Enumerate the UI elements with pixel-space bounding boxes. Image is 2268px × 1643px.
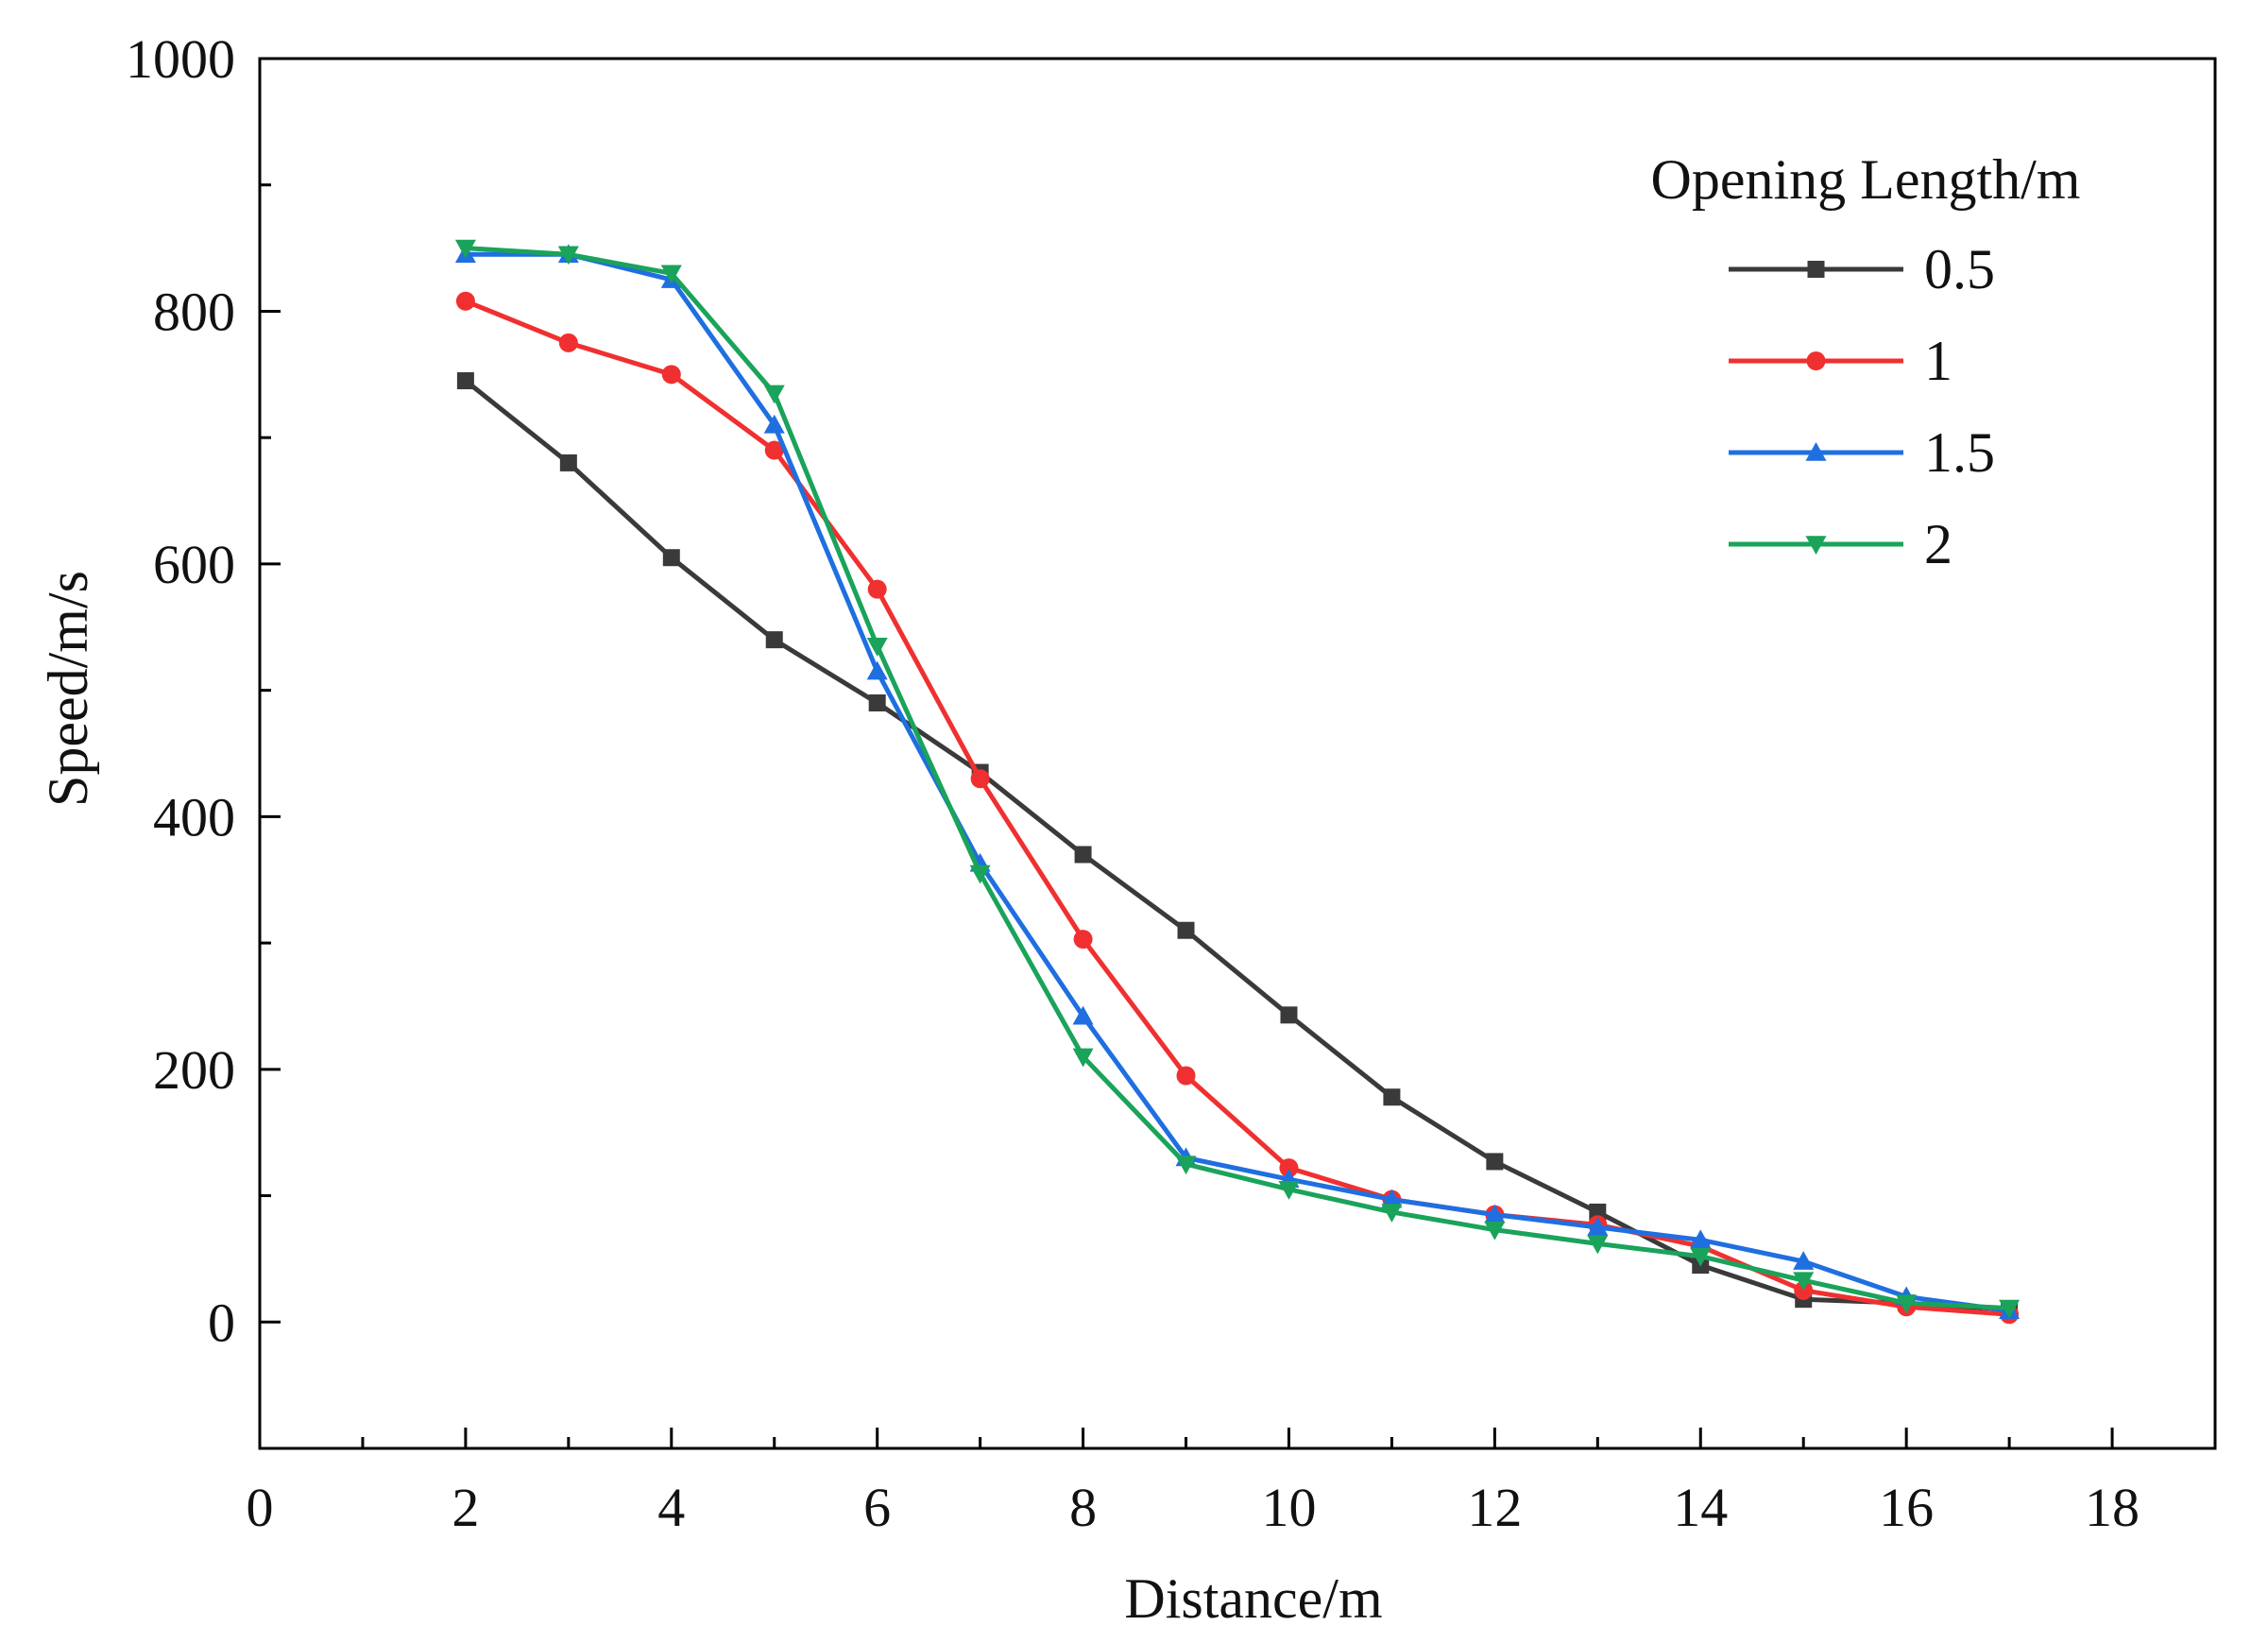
data-point xyxy=(1587,1235,1609,1255)
data-point xyxy=(1896,1294,1918,1314)
legend-title: Opening Length/m xyxy=(1651,148,2081,211)
x-tick-label: 2 xyxy=(452,1477,479,1538)
x-tick-label: 4 xyxy=(657,1477,685,1538)
data-point xyxy=(1280,1006,1298,1024)
legend-item-0.5: 0.5 xyxy=(1729,238,1995,300)
y-tick-label: 0 xyxy=(208,1292,235,1353)
data-point xyxy=(1175,1155,1197,1175)
x-tick-label: 0 xyxy=(247,1477,274,1538)
data-point xyxy=(1177,921,1195,939)
data-point xyxy=(1383,1088,1401,1106)
legend-label: 0.5 xyxy=(1924,238,1995,300)
x-tick-label: 18 xyxy=(2085,1477,2140,1538)
data-point xyxy=(764,440,784,460)
y-tick-label: 200 xyxy=(153,1039,235,1101)
legend-swatch-marker xyxy=(1805,442,1827,461)
data-point xyxy=(558,333,578,352)
x-tick-label: 14 xyxy=(1673,1477,1728,1538)
data-point xyxy=(662,549,680,567)
data-point xyxy=(1793,1272,1815,1292)
y-tick-label: 600 xyxy=(153,534,235,595)
data-point xyxy=(455,291,475,311)
x-tick-label: 12 xyxy=(1467,1477,1522,1538)
data-point xyxy=(1278,1181,1300,1200)
data-point xyxy=(1486,1153,1504,1171)
data-point xyxy=(1176,1066,1196,1086)
data-point xyxy=(969,864,991,884)
y-tick-label: 400 xyxy=(153,786,235,847)
y-axis-title: Speed/m/s xyxy=(37,571,99,807)
data-point xyxy=(868,694,886,712)
x-tick-label: 8 xyxy=(1069,1477,1097,1538)
data-point xyxy=(1381,1204,1403,1223)
data-point xyxy=(1484,1204,1506,1224)
series-layer xyxy=(454,239,2021,1325)
data-point xyxy=(1999,1299,2021,1319)
x-tick-label: 6 xyxy=(863,1477,891,1538)
data-point xyxy=(1484,1221,1506,1241)
legend-item-2: 2 xyxy=(1729,513,1953,575)
series-2 xyxy=(454,239,2021,1319)
data-point xyxy=(1279,1158,1299,1178)
y-tick-label: 1000 xyxy=(126,28,235,90)
data-point xyxy=(765,631,783,649)
series-line-2 xyxy=(465,246,2010,1311)
data-point xyxy=(763,385,785,404)
data-point xyxy=(970,769,990,789)
y-tick-label: 800 xyxy=(153,281,235,342)
data-point xyxy=(454,239,476,259)
data-point xyxy=(661,365,681,385)
legend-label: 2 xyxy=(1924,513,1953,575)
series-line-1.5 xyxy=(465,251,2010,1313)
legend-swatch-marker xyxy=(1806,351,1826,370)
data-point xyxy=(763,414,785,434)
legend-swatch-marker xyxy=(1805,536,1827,555)
legend: Opening Length/m 0.5 1 1.5 2 xyxy=(1651,148,2081,575)
data-point xyxy=(1690,1229,1712,1249)
data-point xyxy=(1793,1251,1815,1270)
data-point xyxy=(559,454,577,471)
x-tick-label: 10 xyxy=(1261,1477,1316,1538)
x-tick-label: 16 xyxy=(1879,1477,1934,1538)
legend-item-1: 1 xyxy=(1729,330,1953,392)
data-point xyxy=(1690,1247,1712,1267)
data-point xyxy=(1072,1048,1094,1068)
data-point xyxy=(1074,846,1092,864)
data-point xyxy=(1072,1005,1094,1025)
legend-swatch-marker xyxy=(1807,261,1825,278)
data-point xyxy=(867,579,887,599)
data-point xyxy=(1073,930,1093,950)
series-line-0.5 xyxy=(464,379,2010,1312)
legend-label: 1.5 xyxy=(1924,421,1995,484)
data-point xyxy=(1587,1216,1609,1236)
data-point xyxy=(557,246,579,265)
plot-frame xyxy=(258,57,2217,1450)
data-point xyxy=(866,638,888,657)
data-point xyxy=(866,660,888,680)
legend-item-1.5: 1.5 xyxy=(1729,421,1995,484)
data-point xyxy=(1381,1189,1403,1208)
data-point xyxy=(660,265,682,284)
legend-label: 1 xyxy=(1924,330,1953,392)
x-axis-title: Distance/m xyxy=(1124,1567,1382,1630)
data-point xyxy=(456,372,474,390)
